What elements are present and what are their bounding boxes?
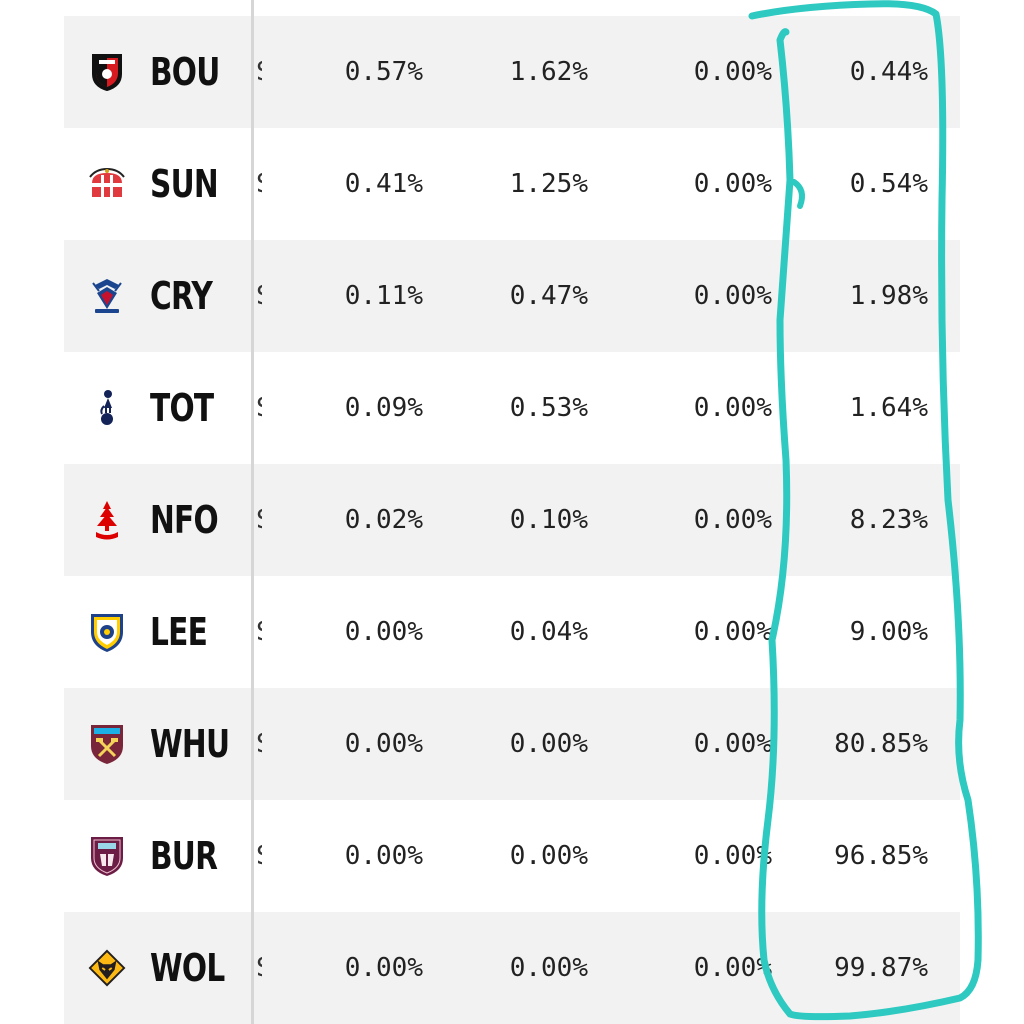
- probability-cell: 99.87%: [834, 953, 928, 983]
- probability-cell: 0.00%: [344, 617, 423, 647]
- probability-cell: 9.00%: [849, 617, 928, 647]
- team-abbreviation: LEE: [150, 610, 208, 654]
- probability-cell: 0.57%: [344, 57, 423, 87]
- team-cell[interactable]: WOL: [64, 912, 252, 1024]
- truncated-cell: S: [256, 56, 262, 88]
- probability-cell: 0.41%: [344, 169, 423, 199]
- truncated-cell: S: [256, 616, 262, 648]
- probability-cell: 0.00%: [693, 393, 772, 423]
- table-row[interactable]: TOT S 0.09% 0.53% 0.00% 1.64%: [64, 352, 960, 464]
- team-cell[interactable]: SUN: [64, 128, 252, 240]
- probability-cell: 0.00%: [693, 57, 772, 87]
- probability-cell: 0.54%: [849, 169, 928, 199]
- crystal-palace-crest-icon: [88, 276, 126, 316]
- probability-cell: 0.09%: [344, 393, 423, 423]
- probability-cell: 0.00%: [509, 953, 588, 983]
- table-row[interactable]: WOL S 0.00% 0.00% 0.00% 99.87%: [64, 912, 960, 1024]
- team-abbreviation: SUN: [150, 162, 219, 206]
- bournemouth-crest-icon: [88, 52, 126, 92]
- table-row[interactable]: BOU S 0.57% 1.62% 0.00% 0.44%: [64, 16, 960, 128]
- probability-cell: 0.00%: [693, 169, 772, 199]
- probability-table: BOU S 0.57% 1.62% 0.00% 0.44% SUN S: [64, 16, 960, 1024]
- probability-cell: 0.00%: [344, 729, 423, 759]
- team-cell[interactable]: LEE: [64, 576, 252, 688]
- truncated-cell: S: [256, 280, 262, 312]
- nottingham-forest-crest-icon: [88, 500, 126, 540]
- team-abbreviation: TOT: [150, 386, 214, 430]
- team-abbreviation: WHU: [150, 722, 230, 766]
- team-abbreviation: CRY: [150, 274, 213, 318]
- tottenham-crest-icon: [88, 388, 126, 428]
- table-row[interactable]: NFO S 0.02% 0.10% 0.00% 8.23%: [64, 464, 960, 576]
- probability-cell: 1.25%: [509, 169, 588, 199]
- probability-cell: 80.85%: [834, 729, 928, 759]
- leeds-crest-icon: [88, 612, 126, 652]
- team-abbreviation: WOL: [150, 946, 225, 990]
- team-cell[interactable]: TOT: [64, 352, 252, 464]
- probability-cell: 0.00%: [509, 841, 588, 871]
- probability-cell: 0.00%: [693, 729, 772, 759]
- team-cell[interactable]: CRY: [64, 240, 252, 352]
- probability-cell: 0.00%: [344, 841, 423, 871]
- truncated-cell: S: [256, 840, 262, 872]
- burnley-crest-icon: [88, 836, 126, 876]
- probability-cell: 0.10%: [509, 505, 588, 535]
- probability-cell: 0.00%: [693, 281, 772, 311]
- truncated-cell: S: [256, 392, 262, 424]
- wolves-crest-icon: [88, 948, 126, 988]
- probability-cell: 0.47%: [509, 281, 588, 311]
- probability-cell: 0.04%: [509, 617, 588, 647]
- probability-cell: 0.02%: [344, 505, 423, 535]
- probability-cell: 0.00%: [509, 729, 588, 759]
- probability-cell: 0.00%: [693, 841, 772, 871]
- table-row[interactable]: BUR S 0.00% 0.00% 0.00% 96.85%: [64, 800, 960, 912]
- probability-cell: 0.00%: [344, 953, 423, 983]
- probability-cell: 0.44%: [849, 57, 928, 87]
- probability-cell: 0.00%: [693, 617, 772, 647]
- west-ham-crest-icon: [88, 724, 126, 764]
- table-row[interactable]: LEE S 0.00% 0.04% 0.00% 9.00%: [64, 576, 960, 688]
- probability-cell: 1.62%: [509, 57, 588, 87]
- truncated-cell: S: [256, 728, 262, 760]
- probability-cell: 0.53%: [509, 393, 588, 423]
- truncated-cell: S: [256, 952, 262, 984]
- probability-cell: 0.00%: [693, 953, 772, 983]
- table-row[interactable]: SUN S 0.41% 1.25% 0.00% 0.54%: [64, 128, 960, 240]
- team-abbreviation: BUR: [150, 834, 218, 878]
- table-row[interactable]: WHU S 0.00% 0.00% 0.00% 80.85%: [64, 688, 960, 800]
- truncated-cell: S: [256, 168, 262, 200]
- team-cell[interactable]: BOU: [64, 16, 252, 128]
- probability-cell: 0.00%: [693, 505, 772, 535]
- probability-cell: 0.11%: [344, 281, 423, 311]
- table-row[interactable]: CRY S 0.11% 0.47% 0.00% 1.98%: [64, 240, 960, 352]
- team-cell[interactable]: NFO: [64, 464, 252, 576]
- probability-cell: 1.64%: [849, 393, 928, 423]
- team-abbreviation: NFO: [150, 498, 219, 542]
- team-abbreviation: BOU: [150, 50, 220, 94]
- frozen-column-divider: [251, 0, 254, 1024]
- truncated-cell: S: [256, 504, 262, 536]
- team-cell[interactable]: BUR: [64, 800, 252, 912]
- sunderland-crest-icon: [88, 164, 126, 204]
- probability-cell: 1.98%: [849, 281, 928, 311]
- team-cell[interactable]: WHU: [64, 688, 252, 800]
- probability-cell: 8.23%: [849, 505, 928, 535]
- probability-cell: 96.85%: [834, 841, 928, 871]
